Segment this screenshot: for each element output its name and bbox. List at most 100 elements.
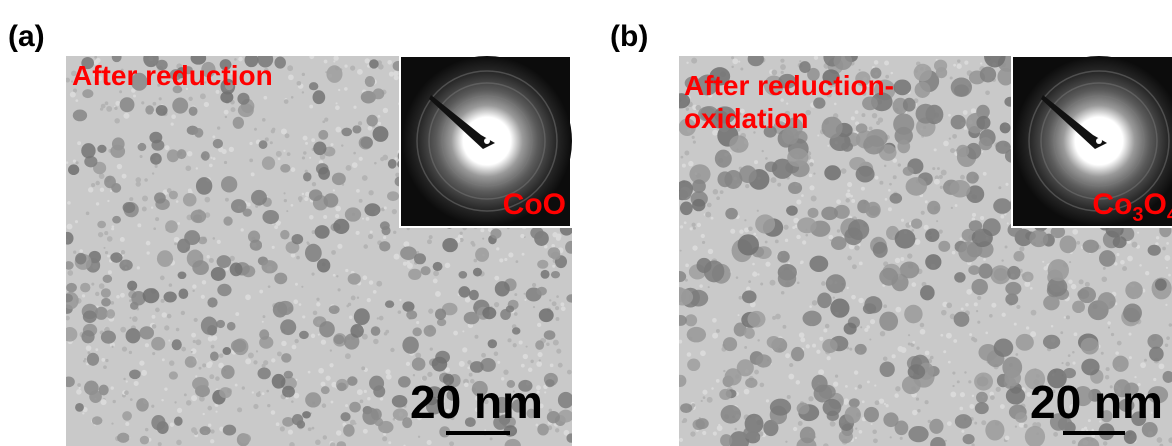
noise [323, 435, 327, 439]
noise [387, 60, 392, 65]
noise [890, 436, 892, 438]
noise [169, 283, 173, 287]
nanoparticle [329, 305, 340, 314]
noise [1065, 362, 1070, 367]
nanoparticle [274, 273, 287, 285]
noise [948, 114, 951, 117]
nanoparticle [980, 67, 996, 83]
noise [1072, 362, 1075, 365]
nanoparticle [349, 402, 361, 413]
noise [152, 352, 155, 355]
nanoparticle [692, 179, 706, 193]
noise [187, 151, 192, 156]
noise [292, 345, 297, 350]
nanoparticle [906, 177, 927, 196]
noise [941, 170, 947, 176]
nanoparticle [433, 262, 443, 271]
noise [859, 261, 863, 265]
noise [983, 258, 986, 261]
noise [1076, 241, 1080, 245]
noise [783, 325, 787, 329]
noise [744, 219, 746, 221]
noise [433, 279, 438, 284]
noise [851, 295, 856, 300]
noise [872, 429, 877, 434]
nanoparticle [280, 230, 289, 240]
nanoparticle [744, 328, 755, 339]
nanoparticle [333, 219, 349, 234]
noise [151, 207, 153, 209]
nanoparticle [979, 137, 993, 150]
noise [302, 315, 305, 318]
noise [883, 304, 887, 308]
noise [294, 339, 298, 343]
noise [174, 401, 176, 403]
noise [210, 429, 214, 433]
noise [1005, 246, 1008, 249]
noise [536, 361, 542, 367]
noise [253, 404, 258, 409]
nanoparticle [262, 260, 278, 273]
noise [1001, 259, 1003, 261]
noise [775, 314, 781, 320]
noise [474, 335, 478, 339]
noise [875, 176, 879, 180]
noise [1002, 313, 1006, 317]
noise [752, 263, 755, 266]
noise [357, 69, 363, 75]
noise [259, 290, 263, 294]
nanoparticle [863, 135, 884, 154]
noise [874, 60, 879, 65]
nanoparticle [755, 214, 775, 233]
noise [1106, 367, 1110, 371]
noise [711, 387, 714, 390]
noise [941, 310, 947, 316]
noise [961, 307, 964, 310]
noise [367, 397, 370, 400]
noise [692, 136, 695, 139]
noise [684, 151, 689, 156]
nanoparticle [1125, 281, 1143, 299]
noise [270, 141, 273, 144]
nanoparticle [189, 106, 198, 115]
nanoparticle [230, 262, 243, 276]
noise [137, 266, 140, 269]
noise [462, 330, 464, 332]
noise [921, 211, 925, 215]
nanoparticle [371, 408, 382, 420]
noise [796, 200, 801, 205]
noise [787, 395, 791, 399]
noise [433, 270, 439, 276]
noise [883, 357, 888, 362]
nanoparticle [566, 433, 575, 442]
noise [308, 427, 312, 431]
noise [847, 287, 849, 289]
nanoparticle [954, 272, 965, 282]
noise [532, 283, 536, 287]
noise [293, 299, 298, 304]
noise [785, 239, 788, 242]
noise [383, 108, 388, 113]
nanoparticle [143, 288, 160, 303]
noise [171, 114, 176, 119]
noise [1031, 310, 1037, 316]
noise [162, 358, 165, 361]
noise [911, 229, 914, 232]
noise [796, 380, 800, 384]
noise [312, 427, 315, 430]
noise [309, 157, 311, 159]
noise [368, 126, 373, 131]
noise [249, 142, 252, 145]
nanoparticle [721, 405, 741, 424]
noise [153, 102, 157, 106]
nanoparticle [541, 270, 550, 279]
noise [680, 225, 683, 228]
noise [686, 62, 688, 64]
noise [333, 60, 335, 62]
noise [75, 99, 78, 102]
nanoparticle [201, 151, 210, 161]
noise [745, 184, 749, 188]
noise [241, 228, 244, 231]
noise [713, 189, 718, 194]
noise [212, 135, 215, 138]
